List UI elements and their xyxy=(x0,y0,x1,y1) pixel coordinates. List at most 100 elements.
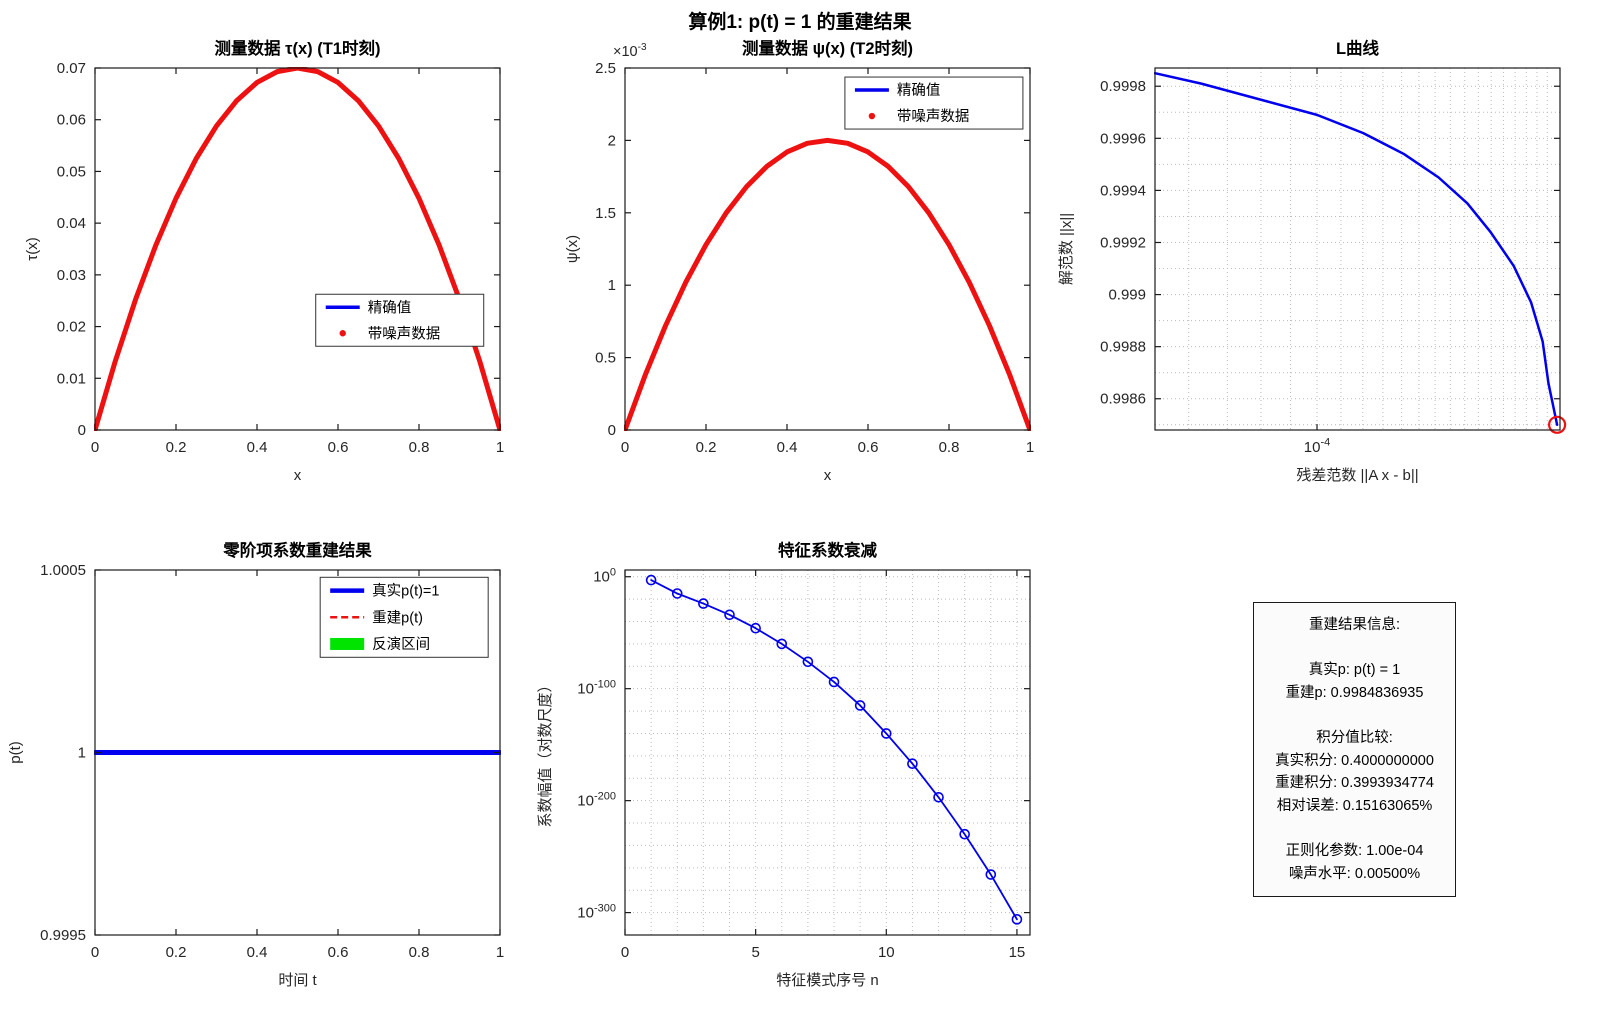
y-axis-label: p(t) xyxy=(7,741,24,764)
axes-box xyxy=(624,569,1031,936)
data-point-marker xyxy=(776,638,788,650)
x-tick-label: 0.4 xyxy=(247,439,268,456)
x-tick-label: 0.2 xyxy=(166,944,187,961)
legend-label: 带噪声数据 xyxy=(897,107,970,125)
info-line: 正则化参数: 1.00e-04 xyxy=(1285,842,1424,859)
y-tick-label: 0.9988 xyxy=(1100,339,1146,356)
chart-lcurve: 10-4 0.9986 0.9988 0.999 0.9992 0.9994 0.9996 0… xyxy=(1058,38,1567,484)
y-tick-label: 10-300 xyxy=(577,902,616,921)
y-tick-label: 0.999 xyxy=(1108,287,1146,304)
data-point-marker xyxy=(1011,914,1023,925)
chart-title: 特征系数衰减 xyxy=(778,540,878,560)
series-特征系数 xyxy=(650,579,1018,921)
x-tick-label: 0.6 xyxy=(858,439,879,456)
y-tick-label: 2 xyxy=(608,132,616,149)
y-axis-multiplier: ×10-3 xyxy=(613,42,647,60)
x-tick-label: 10-4 xyxy=(1304,437,1330,456)
figure-title: 算例1: p(t) = 1 的重建结果 xyxy=(688,12,912,33)
chart-tau: 0 0.2 0.4 0.6 0.8 1 0 0.01 0.02 0.03 0.04 0.05 0.06 0… xyxy=(24,38,504,484)
legend-label: 真实p(t)=1 xyxy=(372,582,439,600)
y-tick-label: 1 xyxy=(608,277,616,294)
x-tick-label: 0 xyxy=(91,439,99,456)
chart-title: 零阶项系数重建结果 xyxy=(222,540,372,560)
axes-box xyxy=(1154,67,1561,431)
info-line xyxy=(1258,817,1451,840)
x-tick-label: 0.2 xyxy=(696,439,717,456)
x-tick-label: 0.8 xyxy=(939,439,960,456)
info-line: 真实积分: 0.4000000000 xyxy=(1275,752,1434,769)
data-point-marker xyxy=(907,758,918,769)
x-tick-label: 0.4 xyxy=(777,439,798,456)
x-tick-label: 0.8 xyxy=(409,439,430,456)
data-point-marker xyxy=(698,598,709,609)
y-tick-label: 0.03 xyxy=(57,267,86,284)
data-point-marker xyxy=(724,609,735,621)
x-axis-label: 特征模式序号 n xyxy=(776,972,879,989)
y-tick-label: 0.9998 xyxy=(1100,78,1146,95)
data-point-marker xyxy=(645,574,657,586)
legend-label: 重建p(t) xyxy=(372,609,423,626)
y-tick-label: 0 xyxy=(608,422,616,439)
legend-label: 带噪声数据 xyxy=(368,324,441,342)
x-axis-label: 残差范数 ||A x - b|| xyxy=(1296,467,1418,484)
chart-title: L曲线 xyxy=(1336,38,1380,58)
chart-decay: 0 5 10 15 100 10-100 10-200 10-300 特征系数衰减特征模式序号 … xyxy=(537,540,1031,989)
x-tick-label: 0.6 xyxy=(328,439,349,456)
data-point-marker xyxy=(671,588,683,599)
axes-box xyxy=(624,67,1031,431)
series-L曲线 xyxy=(1154,71,1559,427)
y-tick-label: 1.5 xyxy=(595,205,616,222)
x-tick-label: 15 xyxy=(1009,944,1026,961)
legend-box xyxy=(844,76,1024,130)
data-point-marker xyxy=(828,676,840,688)
y-tick-label: 0.05 xyxy=(57,163,86,180)
legend-swatch-patch xyxy=(330,637,365,650)
y-tick-label: 0.9986 xyxy=(1100,391,1146,408)
y-tick-label: 0.9995 xyxy=(40,927,86,944)
y-tick-label: 0 xyxy=(78,422,86,439)
y-tick-label: 2.5 xyxy=(595,60,616,77)
x-axis-label: x xyxy=(824,467,832,484)
x-tick-label: 0.8 xyxy=(409,944,430,961)
data-point-marker xyxy=(959,828,970,840)
y-tick-label: 0.9992 xyxy=(1100,234,1146,251)
y-tick-label: 0.9996 xyxy=(1100,130,1146,147)
data-point-marker xyxy=(985,869,997,880)
info-line: 噪声水平: 0.00500% xyxy=(1288,865,1421,882)
x-tick-label: 0.2 xyxy=(166,439,187,456)
x-tick-label: 1 xyxy=(496,944,504,961)
y-tick-label: 0.01 xyxy=(57,370,86,387)
y-tick-label: 0.06 xyxy=(57,112,86,129)
x-axis-label: x xyxy=(294,467,302,484)
x-tick-label: 1 xyxy=(496,439,504,456)
legend-label: 精确值 xyxy=(897,82,941,99)
legend-box xyxy=(315,293,485,347)
y-tick-label: 10-100 xyxy=(577,678,616,697)
chart-title: 测量数据 ψ(x) (T2时刻) xyxy=(742,38,913,58)
axes-box xyxy=(94,67,501,431)
info-line xyxy=(1258,637,1451,660)
data-point-marker xyxy=(802,656,814,668)
chart-psi: 0 0.2 0.4 0.6 0.8 1 0 0.5 1 1.5 2 2.5 测量数据 ψ(x) (T2时… xyxy=(564,38,1034,484)
result-info-box: 重建结果信息: 真实p: p(t) = 1 重建p: 0.9984836935 积… xyxy=(1253,602,1456,898)
data-point-marker xyxy=(933,791,944,803)
y-tick-label: 0.04 xyxy=(57,215,86,232)
x-tick-label: 0 xyxy=(621,439,629,456)
x-tick-label: 5 xyxy=(751,944,759,961)
data-point-marker xyxy=(880,728,892,739)
y-axis-label: 解范数 ||x|| xyxy=(1058,213,1075,285)
x-tick-label: 1 xyxy=(1026,439,1034,456)
x-tick-label: 0.4 xyxy=(247,944,268,961)
y-tick-label: 1.0005 xyxy=(40,562,86,579)
y-tick-label: 0.9994 xyxy=(1100,182,1146,199)
data-point-marker xyxy=(854,700,866,711)
info-line: 积分值比较: xyxy=(1316,729,1393,746)
x-tick-label: 10 xyxy=(878,944,895,961)
x-axis-label: 时间 t xyxy=(278,972,317,989)
legend-swatch-dot xyxy=(339,330,346,337)
x-tick-label: 0 xyxy=(621,944,629,961)
x-tick-label: 0.6 xyxy=(328,944,349,961)
x-tick-label: 0 xyxy=(91,944,99,961)
